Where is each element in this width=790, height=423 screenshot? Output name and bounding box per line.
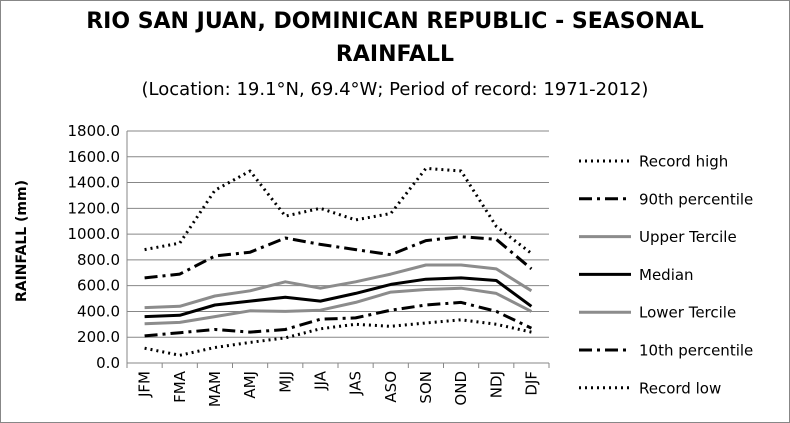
x-tick-label: ASO xyxy=(382,371,400,403)
series-line-median xyxy=(144,276,533,319)
series-line-record-high xyxy=(144,166,533,255)
y-tick-label: 1600.0 xyxy=(68,148,121,166)
x-tick-label: NDJ xyxy=(487,371,505,398)
x-tick-label: JAS xyxy=(347,371,365,396)
x-tick-label: MJJ xyxy=(276,371,294,393)
x-tick-label: DJF xyxy=(522,371,540,396)
x-tick-label: JJA xyxy=(311,370,329,391)
y-tick-label: 1200.0 xyxy=(68,199,121,217)
chart-title-line-2: RAINFALL xyxy=(335,42,455,67)
y-tick-label: 1400.0 xyxy=(68,174,121,192)
y-tick-label: 600.0 xyxy=(77,277,120,295)
series-line-lower-tercile xyxy=(144,286,533,326)
chart-title-line-1: RIO SAN JUAN, DOMINICAN REPUBLIC - SEASO… xyxy=(86,9,704,34)
y-tick-label: 1000.0 xyxy=(68,225,121,243)
legend-label: Median xyxy=(639,266,694,284)
y-tick-label: 1800.0 xyxy=(68,122,121,140)
series-line-10th-percentile xyxy=(144,300,533,338)
legend-label: Record high xyxy=(639,153,728,171)
legend-label: Lower Tercile xyxy=(639,304,736,322)
y-tick-label: 400.0 xyxy=(77,302,120,320)
x-tick-label: MAM xyxy=(206,371,224,407)
y-tick-label: 200.0 xyxy=(77,328,120,346)
series-line-upper-tercile xyxy=(144,263,533,310)
y-tick-label: 0.0 xyxy=(96,354,120,372)
chart-subtitle: (Location: 19.1°N, 69.4°W; Period of rec… xyxy=(141,79,649,100)
x-tick-label: SON xyxy=(417,371,435,404)
series-line-90th-percentile xyxy=(144,235,533,280)
legend-label: Upper Tercile xyxy=(639,228,737,246)
legend-label: 10th percentile xyxy=(639,342,753,360)
x-tick-label: FMA xyxy=(171,370,189,403)
legend-label: 90th percentile xyxy=(639,190,753,208)
x-tick-label: AMJ xyxy=(241,371,259,399)
x-tick-label: JFM xyxy=(136,371,154,398)
x-tick-label: OND xyxy=(452,371,470,406)
y-tick-label: 800.0 xyxy=(77,251,120,269)
legend-label: Record low xyxy=(639,379,721,397)
